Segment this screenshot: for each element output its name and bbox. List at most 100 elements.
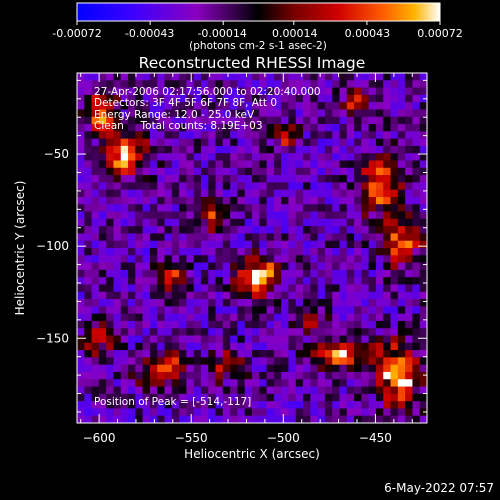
heatmap-cell — [128, 226, 136, 235]
heatmap-cell — [84, 284, 93, 293]
heatmap-cell — [237, 240, 246, 249]
heatmap-cell — [222, 226, 231, 235]
heatmap-cell — [266, 350, 275, 358]
heatmap-cell — [288, 306, 297, 315]
heatmap-cell — [98, 328, 107, 337]
heatmap-cell — [303, 299, 311, 307]
heatmap-cell — [310, 371, 319, 380]
heatmap-cell — [157, 73, 166, 81]
heatmap-cell — [375, 102, 384, 111]
heatmap-cell — [106, 160, 115, 169]
heatmap-cell — [361, 182, 370, 191]
heatmap-cell — [128, 415, 136, 423]
heatmap-cell — [412, 167, 421, 176]
heatmap-cell — [164, 73, 173, 81]
heatmap-cell — [193, 350, 202, 358]
heatmap-cell — [317, 153, 326, 162]
heatmap-cell — [273, 73, 282, 81]
heatmap-cell — [288, 335, 297, 344]
heatmap-cell — [149, 116, 158, 125]
heatmap-cell — [266, 182, 275, 191]
heatmap-cell — [390, 408, 399, 417]
heatmap-cell — [273, 153, 282, 162]
heatmap-cell — [252, 284, 260, 293]
heatmap-cell — [273, 364, 282, 373]
heatmap-cell — [186, 218, 195, 227]
heatmap-cell — [324, 269, 333, 278]
heatmap-cell — [310, 335, 319, 344]
heatmap-cell — [215, 277, 224, 286]
heatmap-cell — [419, 313, 427, 322]
heatmap-cell — [252, 138, 260, 147]
heatmap-cell — [84, 226, 93, 235]
heatmap-cell — [84, 350, 93, 358]
heatmap-cell — [91, 233, 100, 242]
heatmap-cell — [390, 80, 399, 89]
heatmap-cell — [84, 269, 93, 278]
heatmap-cell — [113, 131, 122, 140]
heatmap-cell — [266, 335, 275, 344]
heatmap-cell — [259, 160, 268, 169]
heatmap-cell — [77, 240, 85, 249]
heatmap-cell — [222, 299, 231, 307]
heatmap-cell — [310, 408, 319, 417]
heatmap-cell — [281, 320, 290, 329]
heatmap-cell — [157, 393, 166, 402]
heatmap-cell — [252, 299, 260, 307]
heatmap-cell — [149, 255, 158, 264]
heatmap-cell — [259, 248, 268, 256]
heatmap-cell — [346, 364, 355, 373]
heatmap-cell — [237, 291, 246, 300]
heatmap-cell — [142, 248, 151, 256]
heatmap-cell — [244, 364, 253, 373]
heatmap-cell — [412, 124, 421, 132]
heatmap-cell — [368, 138, 377, 147]
heatmap-cell — [405, 124, 414, 132]
heatmap-cell — [375, 218, 384, 227]
heatmap-cell — [324, 277, 333, 286]
heatmap-cell — [244, 306, 253, 315]
heatmap-cell — [288, 408, 297, 417]
heatmap-cell — [361, 218, 370, 227]
heatmap-cell — [98, 248, 107, 256]
heatmap-cell — [142, 167, 151, 176]
heatmap-cell — [84, 379, 93, 388]
heatmap-cell — [113, 393, 122, 402]
heatmap-cell — [106, 218, 115, 227]
heatmap-cell — [164, 350, 173, 358]
heatmap-cell — [164, 269, 173, 278]
heatmap-cell — [98, 306, 107, 315]
heatmap-cell — [98, 408, 107, 417]
heatmap-cell — [288, 240, 297, 249]
heatmap-cell — [339, 131, 348, 140]
heatmap-cell — [339, 291, 348, 300]
heatmap-cell — [193, 116, 202, 125]
heatmap-cell — [266, 233, 275, 242]
heatmap-cell — [332, 269, 341, 278]
heatmap-cell — [230, 401, 239, 410]
heatmap-cell — [390, 291, 399, 300]
heatmap-cell — [179, 313, 187, 322]
heatmap-cell — [106, 226, 115, 235]
heatmap-cell — [120, 182, 129, 191]
heatmap-cell — [412, 379, 421, 388]
heatmap-cell — [208, 73, 217, 81]
heatmap-cell — [259, 204, 268, 213]
heatmap-cell — [259, 131, 268, 140]
heatmap-cell — [215, 262, 224, 271]
heatmap-cell — [375, 189, 384, 198]
heatmap-cell — [383, 226, 392, 235]
heatmap-cell — [317, 204, 326, 213]
heatmap-cell — [113, 124, 122, 132]
heatmap-cell — [310, 94, 319, 103]
heatmap-cell — [412, 350, 421, 358]
heatmap-cell — [295, 131, 304, 140]
heatmap-cell — [77, 320, 85, 329]
heatmap-cell — [237, 328, 246, 337]
heatmap-cell — [419, 175, 427, 183]
heatmap-cell — [346, 124, 355, 132]
heatmap-cell — [259, 196, 268, 205]
heatmap-cell — [361, 145, 370, 154]
heatmap-cell — [419, 255, 427, 264]
heatmap-cell — [368, 175, 377, 183]
